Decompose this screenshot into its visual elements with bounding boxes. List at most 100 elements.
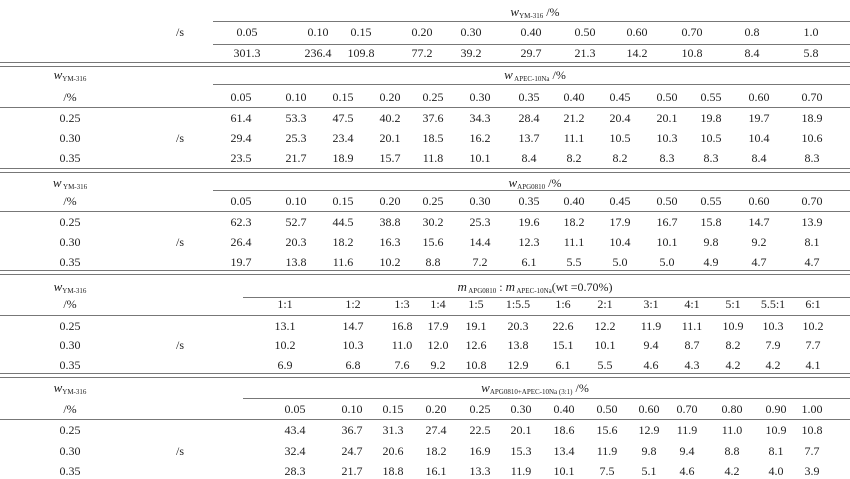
column-header: 1:1	[277, 297, 293, 311]
column-header: 0.55	[700, 194, 722, 208]
rule	[213, 21, 850, 22]
column-header: 0.20	[379, 90, 401, 104]
table-cell: 8.1	[804, 235, 820, 249]
table-cell: 22.6	[552, 319, 574, 333]
row-label: 0.25	[59, 111, 81, 125]
column-header: 0.70	[801, 194, 823, 208]
table-cell: 53.3	[285, 111, 307, 125]
table-cell: 9.4	[679, 444, 695, 458]
table-cell: 15.3	[510, 444, 532, 458]
column-header: 0.10	[285, 90, 307, 104]
header-suffix: /%	[543, 5, 560, 19]
header-variable: w	[508, 175, 518, 190]
table-cell: 10.1	[594, 338, 616, 352]
row-label: 0.30	[59, 444, 81, 458]
table-cell: 16.3	[379, 235, 401, 249]
column-header: 0.05	[230, 194, 252, 208]
rule	[213, 44, 850, 45]
time-unit-label: /s	[175, 338, 185, 352]
column-group-header: wYM-316 /%	[510, 5, 559, 23]
table-cell: 6.8	[345, 358, 361, 372]
table-cell: 13.4	[553, 444, 575, 458]
table-cell: 6.1	[521, 255, 537, 269]
column-header: 0.70	[681, 25, 703, 39]
table-cell: 21.7	[285, 151, 307, 165]
column-header: 0.35	[518, 90, 540, 104]
table-cell: 4.0	[768, 464, 784, 478]
table-cell: 7.6	[394, 358, 410, 372]
table-cell: 18.5	[422, 131, 444, 145]
table-cell: 17.9	[427, 319, 449, 333]
row-header-subscript: YM-316	[62, 75, 87, 83]
row-header-var: w	[53, 67, 63, 82]
header-variable-2: m	[505, 279, 515, 294]
table-cell: 10.2	[802, 319, 824, 333]
header-subscript: APG0810	[517, 183, 546, 191]
table-cell: 20.1	[510, 423, 532, 437]
table-cell: 12.9	[638, 423, 660, 437]
column-header: 0.40	[553, 402, 575, 416]
row-header-var: w	[53, 380, 63, 395]
column-header: 0.45	[609, 194, 631, 208]
column-group-header: m APG0810 : m APEC-10Na(wt =0.70%)	[457, 280, 612, 298]
table-cell: 10.1	[656, 235, 678, 249]
table-cell: 31.3	[382, 423, 404, 437]
column-header: 1:4	[430, 297, 446, 311]
double-rule	[0, 270, 850, 275]
rule	[213, 190, 850, 191]
table-cell: 8.1	[768, 444, 784, 458]
table-cell: 11.9	[510, 464, 532, 478]
column-header: 5.5:1	[760, 297, 786, 311]
column-header: 1.0	[803, 25, 819, 39]
table-cell: 18.2	[425, 444, 447, 458]
column-header: 0.05	[284, 402, 306, 416]
table-cell: 25.3	[469, 215, 491, 229]
table-cell: 15.6	[596, 423, 618, 437]
table-cell: 19.7	[230, 255, 252, 269]
column-header: 5:1	[725, 297, 741, 311]
table-cell: 20.1	[379, 131, 401, 145]
column-header: 0.35	[518, 194, 540, 208]
table-cell: 7.7	[805, 338, 821, 352]
table-cell: 5.5	[597, 358, 613, 372]
rule	[213, 84, 850, 85]
table-cell: 12.6	[465, 338, 487, 352]
table-cell: 13.8	[507, 338, 529, 352]
column-header: 0.30	[460, 25, 482, 39]
header-subscript: APG0810+APEC-10Na (3:1)	[489, 388, 573, 396]
table-cell: 12.3	[518, 235, 540, 249]
column-header: 1:6	[555, 297, 571, 311]
table-cell: 8.3	[804, 151, 820, 165]
column-header: 0.15	[350, 25, 372, 39]
table-cell: 21.2	[563, 111, 585, 125]
column-group-header: wAPG0810 /%	[508, 176, 561, 194]
column-header: 0.70	[801, 90, 823, 104]
table-cell: 7.7	[804, 444, 820, 458]
header-subscript: APEC-10Na	[512, 75, 550, 83]
row-header-unit: /%	[63, 194, 77, 208]
header-suffix: :	[496, 280, 506, 294]
table-cell: 4.2	[765, 358, 781, 372]
table-cell: 10.9	[722, 319, 744, 333]
table-cell: 10.5	[609, 131, 631, 145]
table-cell: 10.2	[379, 255, 401, 269]
table-cell: 236.4	[304, 46, 332, 60]
table-cell: 20.1	[656, 111, 678, 125]
table-cell: 39.2	[460, 46, 482, 60]
table-cell: 8.3	[703, 151, 719, 165]
table-cell: 19.6	[518, 215, 540, 229]
table-cell: 12.0	[427, 338, 449, 352]
column-group-header: wAPG0810+APEC-10Na (3:1) /%	[481, 381, 589, 399]
table-cell: 13.9	[801, 215, 823, 229]
time-unit-label: /s	[175, 235, 185, 249]
column-group-header: w APEC-10Na /%	[504, 68, 566, 86]
double-rule	[0, 62, 850, 67]
table-cell: 40.2	[379, 111, 401, 125]
table-cell: 27.4	[425, 423, 447, 437]
header-variable: m	[457, 279, 467, 294]
table-cell: 13.1	[274, 319, 296, 333]
table-cell: 21.7	[341, 464, 363, 478]
table-cell: 14.7	[342, 319, 364, 333]
row-label: 0.30	[59, 131, 81, 145]
table-cell: 9.8	[703, 235, 719, 249]
